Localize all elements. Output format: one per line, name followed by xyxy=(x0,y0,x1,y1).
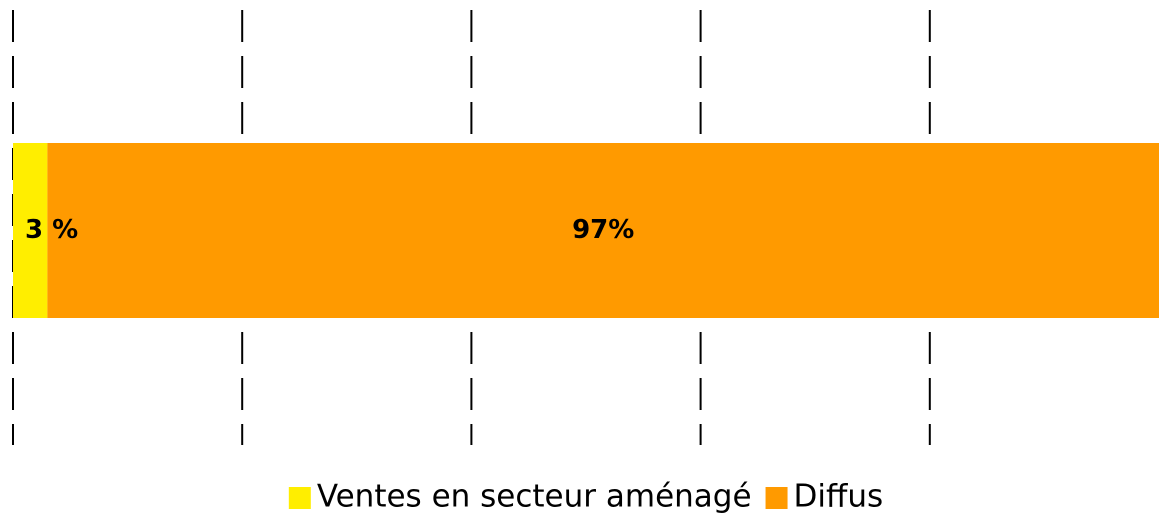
bar-segment xyxy=(13,143,48,318)
legend-label: Diffus xyxy=(794,479,884,515)
legend-swatch xyxy=(765,487,788,509)
legend-swatch xyxy=(288,487,311,509)
bar-segment xyxy=(47,143,1159,318)
legend-label: Ventes en secteur aménagé xyxy=(317,479,752,515)
data-label: 3 % xyxy=(25,215,78,245)
data-label: 97% xyxy=(572,215,634,245)
